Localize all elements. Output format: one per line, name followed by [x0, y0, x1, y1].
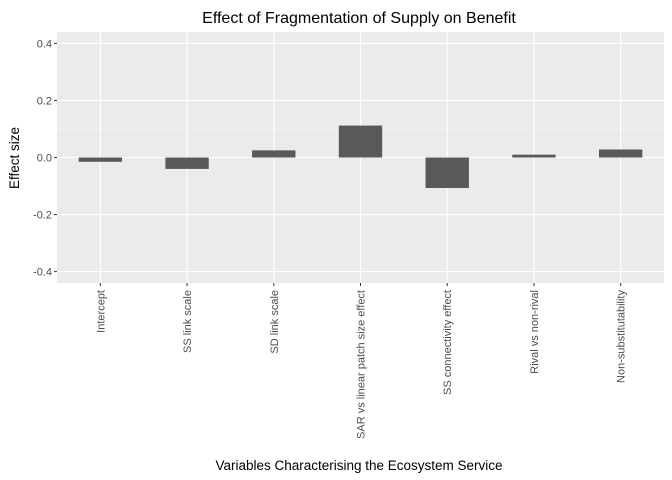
y-tick-label: 0.4	[37, 38, 52, 50]
y-tick-label: 0.0	[37, 153, 52, 165]
x-tick-label: SS link scale	[182, 290, 194, 353]
y-tick-label: -0.2	[33, 210, 52, 222]
x-tick-label: SS connectivity effect	[442, 290, 454, 395]
x-tick-label: SD link scale	[269, 290, 281, 354]
chart-title: Effect of Fragmentation of Supply on Ben…	[202, 10, 516, 27]
x-tick-label: Non-substitutability	[616, 290, 628, 383]
x-axis: Intercept SS link scale SD link scale SAR v…	[95, 283, 628, 439]
x-tick-label: Rival vs non-rival	[529, 290, 541, 374]
bar	[252, 150, 296, 158]
bar	[338, 125, 383, 158]
bar	[78, 157, 123, 162]
y-axis: -0.4 -0.2 0.0 0.2 0.4	[33, 38, 57, 279]
bar	[512, 154, 556, 158]
x-axis-label: Variables Characterising the Ecosystem S…	[215, 458, 502, 473]
x-tick-label: Intercept	[95, 290, 107, 333]
y-axis-label: Effect size	[7, 127, 22, 189]
bars	[78, 125, 643, 189]
y-tick-label: -0.4	[33, 267, 52, 279]
bar	[598, 149, 643, 158]
y-tick-label: 0.2	[37, 95, 52, 107]
bar	[425, 157, 469, 189]
x-tick-label: SAR vs linear patch size effect	[356, 290, 368, 439]
bar	[165, 157, 209, 169]
